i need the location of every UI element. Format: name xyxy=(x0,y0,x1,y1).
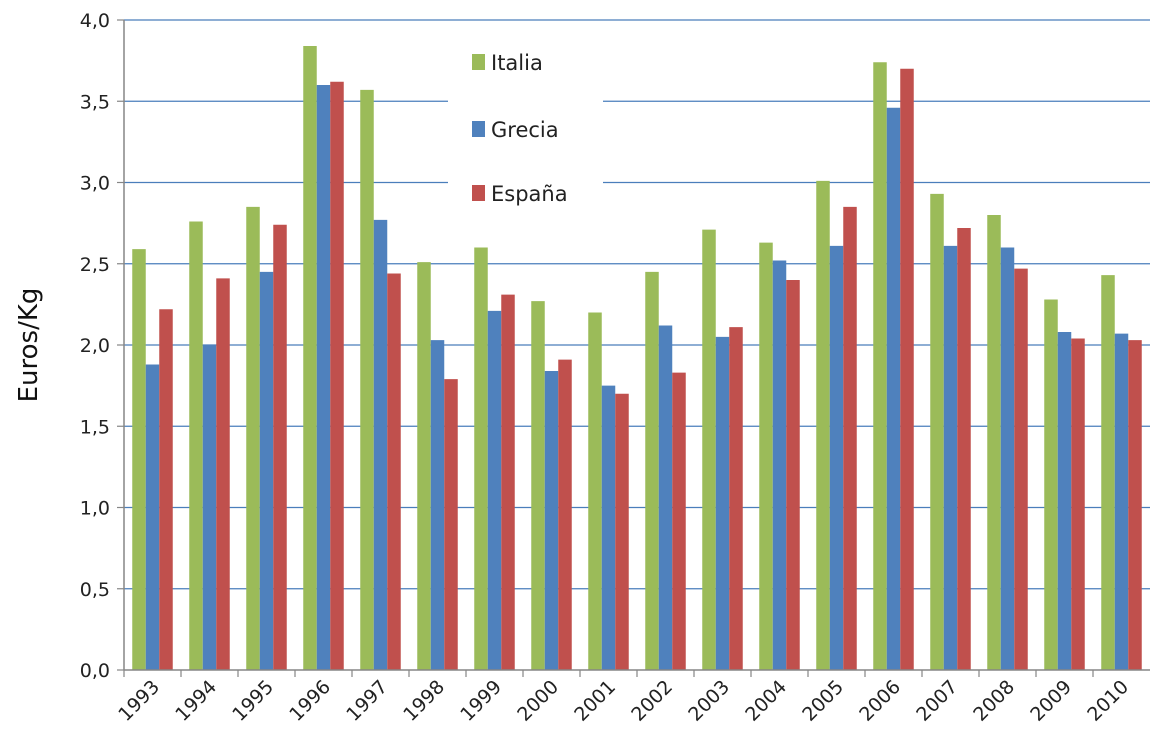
bar-italia-2008 xyxy=(987,215,1001,670)
bar-italia-1993 xyxy=(132,249,146,670)
bar-italia-2005 xyxy=(816,180,830,670)
bar-grecia-2002 xyxy=(658,325,673,670)
bar-italia-1994 xyxy=(189,221,203,670)
bar-grecia-1998 xyxy=(430,340,445,670)
bar-grecia-1993 xyxy=(145,364,160,670)
x-tick-label: 1995 xyxy=(228,676,278,726)
bar-italia-2002 xyxy=(645,271,659,670)
y-tick-label: 4,0 xyxy=(80,10,110,32)
x-tick-label: 1997 xyxy=(342,676,392,726)
x-tick-label: 2010 xyxy=(1083,676,1133,726)
legend-swatch-grecia xyxy=(472,121,485,137)
x-tick-label: 1993 xyxy=(114,676,164,726)
x-tick-label: 2004 xyxy=(741,676,791,726)
x-tick-label: 2000 xyxy=(513,676,563,726)
x-tick-label: 1994 xyxy=(171,676,221,726)
bar-grecia-2000 xyxy=(544,371,559,670)
bar-grecia-2005 xyxy=(829,245,844,670)
legend-label-grecia: Grecia xyxy=(491,118,559,142)
bar-grecia-1994 xyxy=(202,345,217,670)
bar-espaa-2002 xyxy=(672,372,686,670)
bar-italia-2007 xyxy=(930,193,944,670)
bar-espaa-2005 xyxy=(843,206,857,670)
bar-italia-1996 xyxy=(303,46,317,670)
bar-espaa-2004 xyxy=(786,280,800,670)
y-tick-label: 3,5 xyxy=(80,91,110,113)
legend: Italia Grecia España xyxy=(448,34,603,224)
y-tick-label: 1,0 xyxy=(80,498,110,520)
bar-grecia-1999 xyxy=(487,310,502,670)
legend-label-espaa: España xyxy=(491,182,568,206)
x-tick-label: 1998 xyxy=(399,676,449,726)
x-tick-label: 2006 xyxy=(855,676,905,726)
bar-espaa-1996 xyxy=(330,81,344,670)
bar-grecia-1997 xyxy=(373,219,388,670)
bar-espaa-2010 xyxy=(1128,340,1142,670)
bars xyxy=(132,46,1142,670)
legend-label-italia: Italia xyxy=(491,51,543,75)
y-tick-label: 2,5 xyxy=(80,254,110,276)
x-tick-label: 2001 xyxy=(570,676,620,726)
bar-grecia-1996 xyxy=(316,85,331,670)
y-tick-label: 0,0 xyxy=(80,660,110,682)
bar-italia-1998 xyxy=(417,262,431,670)
bar-grecia-2001 xyxy=(601,385,616,670)
bar-italia-2001 xyxy=(588,312,602,670)
bar-espaa-1998 xyxy=(444,379,458,670)
bar-espaa-2009 xyxy=(1071,338,1085,670)
gridlines xyxy=(124,19,1150,590)
bar-espaa-2000 xyxy=(558,359,572,670)
y-axis-title: Euros/Kg xyxy=(14,288,44,403)
bar-espaa-1994 xyxy=(216,278,230,670)
legend-swatch-italia xyxy=(472,54,485,70)
bar-espaa-2003 xyxy=(729,327,743,670)
bar-grecia-2008 xyxy=(1000,247,1015,670)
bar-italia-2003 xyxy=(702,229,716,670)
bar-italia-1995 xyxy=(246,206,260,670)
bar-espaa-1993 xyxy=(159,309,173,670)
legend-swatch-espaa xyxy=(472,185,485,201)
bar-italia-2009 xyxy=(1044,299,1058,670)
y-tick-label: 3,0 xyxy=(80,173,110,195)
bar-grecia-2003 xyxy=(715,336,730,670)
bar-espaa-2007 xyxy=(957,228,971,670)
bar-grecia-2009 xyxy=(1057,332,1072,670)
bar-espaa-2001 xyxy=(615,393,629,670)
bar-grecia-2010 xyxy=(1114,333,1129,670)
bar-grecia-2007 xyxy=(943,245,958,670)
x-tick-label: 1999 xyxy=(456,676,506,726)
bar-espaa-1997 xyxy=(387,273,401,670)
y-tick-label: 1,5 xyxy=(80,416,110,438)
bar-grecia-2006 xyxy=(886,107,901,670)
x-tick-label: 2007 xyxy=(912,676,962,726)
x-tick-label: 2003 xyxy=(684,676,734,726)
y-tick-label: 0,5 xyxy=(80,579,110,601)
x-tick-label: 2008 xyxy=(969,676,1019,726)
bar-espaa-2008 xyxy=(1014,268,1028,670)
x-tick-label: 2002 xyxy=(627,676,677,726)
bar-espaa-2006 xyxy=(900,68,914,670)
x-tick-label: 1996 xyxy=(285,676,335,726)
bar-espaa-1995 xyxy=(273,224,287,670)
bar-italia-2010 xyxy=(1101,275,1115,670)
bar-italia-2000 xyxy=(531,301,545,670)
bar-espaa-1999 xyxy=(501,294,515,670)
x-tick-label: 2009 xyxy=(1026,676,1076,726)
bar-italia-2004 xyxy=(759,242,773,670)
x-tick-label: 2005 xyxy=(798,676,848,726)
bar-italia-2006 xyxy=(873,62,887,670)
bar-italia-1997 xyxy=(360,89,374,670)
bar-grecia-1995 xyxy=(259,271,274,670)
bar-grecia-2004 xyxy=(772,260,787,670)
bar-italia-1999 xyxy=(474,247,488,670)
y-tick-label: 2,0 xyxy=(80,335,110,357)
